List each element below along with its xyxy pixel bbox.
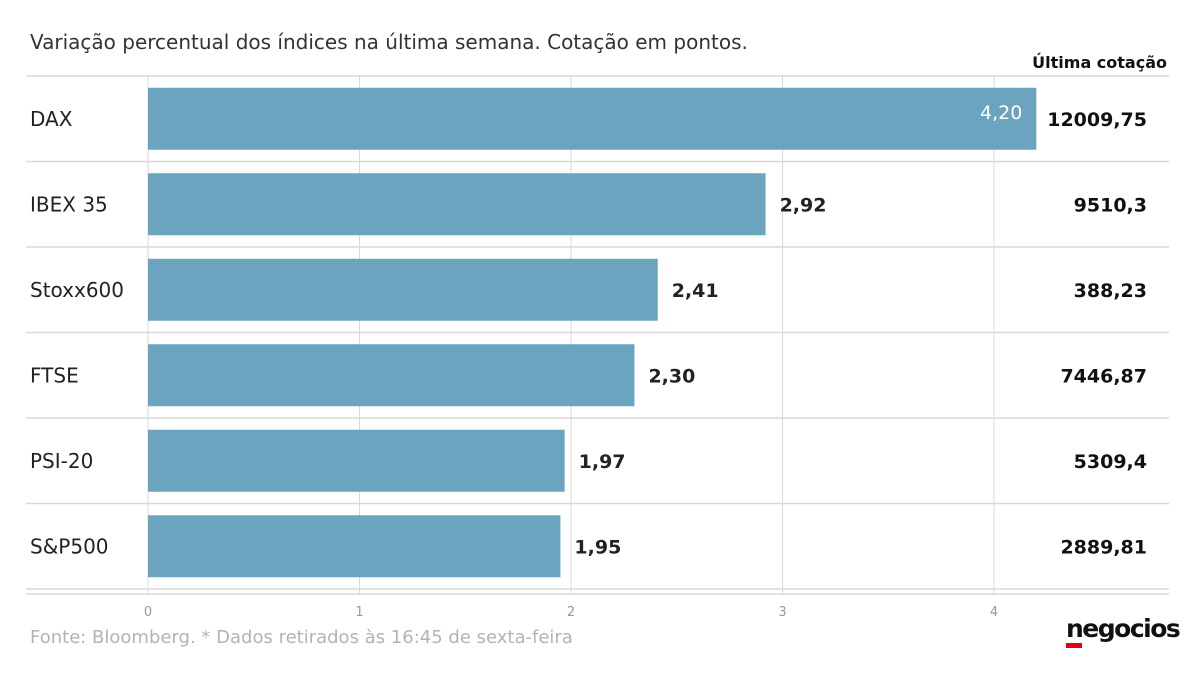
last-quote-value: 2889,81 [1060, 536, 1147, 558]
last-quote-value: 9510,3 [1074, 194, 1147, 216]
chart-subtitle: Variação percentual dos índices na últim… [30, 30, 748, 54]
x-tick-label: 0 [144, 605, 152, 620]
x-tick-label: 4 [990, 605, 998, 620]
data-label: 2,41 [672, 280, 719, 302]
last-quote-value: 12009,75 [1047, 109, 1147, 131]
data-label: 1,97 [579, 451, 626, 473]
bar [148, 173, 766, 236]
bar [148, 429, 565, 492]
bar [148, 258, 658, 321]
category-label: FTSE [30, 363, 79, 387]
negocios-logo: negocios [1066, 614, 1181, 643]
right-column-header: Última cotação [1032, 53, 1167, 72]
data-label: 2,30 [648, 365, 695, 387]
x-tick-label: 2 [567, 605, 575, 620]
logo-accent [1066, 643, 1082, 648]
data-label: 4,20 [980, 102, 1022, 124]
last-quote-value: 5309,4 [1074, 451, 1147, 473]
category-label: Stoxx600 [30, 278, 124, 302]
data-label: 1,95 [574, 536, 621, 558]
x-tick-label: 1 [355, 605, 363, 620]
last-quote-value: 388,23 [1074, 280, 1147, 302]
category-label: DAX [30, 107, 73, 131]
bar [148, 515, 561, 578]
bar [148, 344, 635, 407]
category-label: S&P500 [30, 534, 109, 558]
category-label: IBEX 35 [30, 192, 108, 216]
bar [148, 87, 1037, 150]
x-tick-label: 3 [778, 605, 786, 620]
source-note: Fonte: Bloomberg. * Dados retirados às 1… [30, 627, 573, 648]
data-label: 2,92 [780, 194, 827, 216]
category-label: PSI-20 [30, 449, 93, 473]
last-quote-value: 7446,87 [1060, 365, 1147, 387]
